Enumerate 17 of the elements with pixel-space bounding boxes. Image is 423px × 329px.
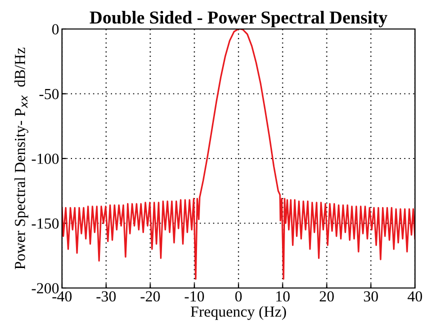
- x-tick-label: 30: [364, 291, 378, 302]
- x-tick-label: -10: [184, 291, 204, 302]
- y-tick-label: 0: [52, 24, 59, 34]
- x-tick-label: -30: [96, 291, 116, 302]
- y-tick-label: -100: [32, 154, 59, 164]
- chart-title: Double Sided - Power Spectral Density: [90, 10, 388, 28]
- x-tick-label: -20: [140, 291, 160, 302]
- x-tick-label: 10: [276, 291, 290, 302]
- x-tick-label: -40: [52, 291, 72, 302]
- y-tick-label: -150: [32, 218, 59, 229]
- x-tick-label: 0: [235, 291, 242, 302]
- x-tick-label: 40: [408, 291, 422, 302]
- x-tick-label: 20: [320, 291, 334, 302]
- y-tick-label: -50: [39, 88, 59, 100]
- y-axis-title: Power Spectral Density- P$_{xx}$ dB/Hz: [14, 48, 28, 270]
- y-tick-label: -200: [32, 283, 59, 294]
- x-axis-title: Frequency (Hz): [190, 306, 286, 320]
